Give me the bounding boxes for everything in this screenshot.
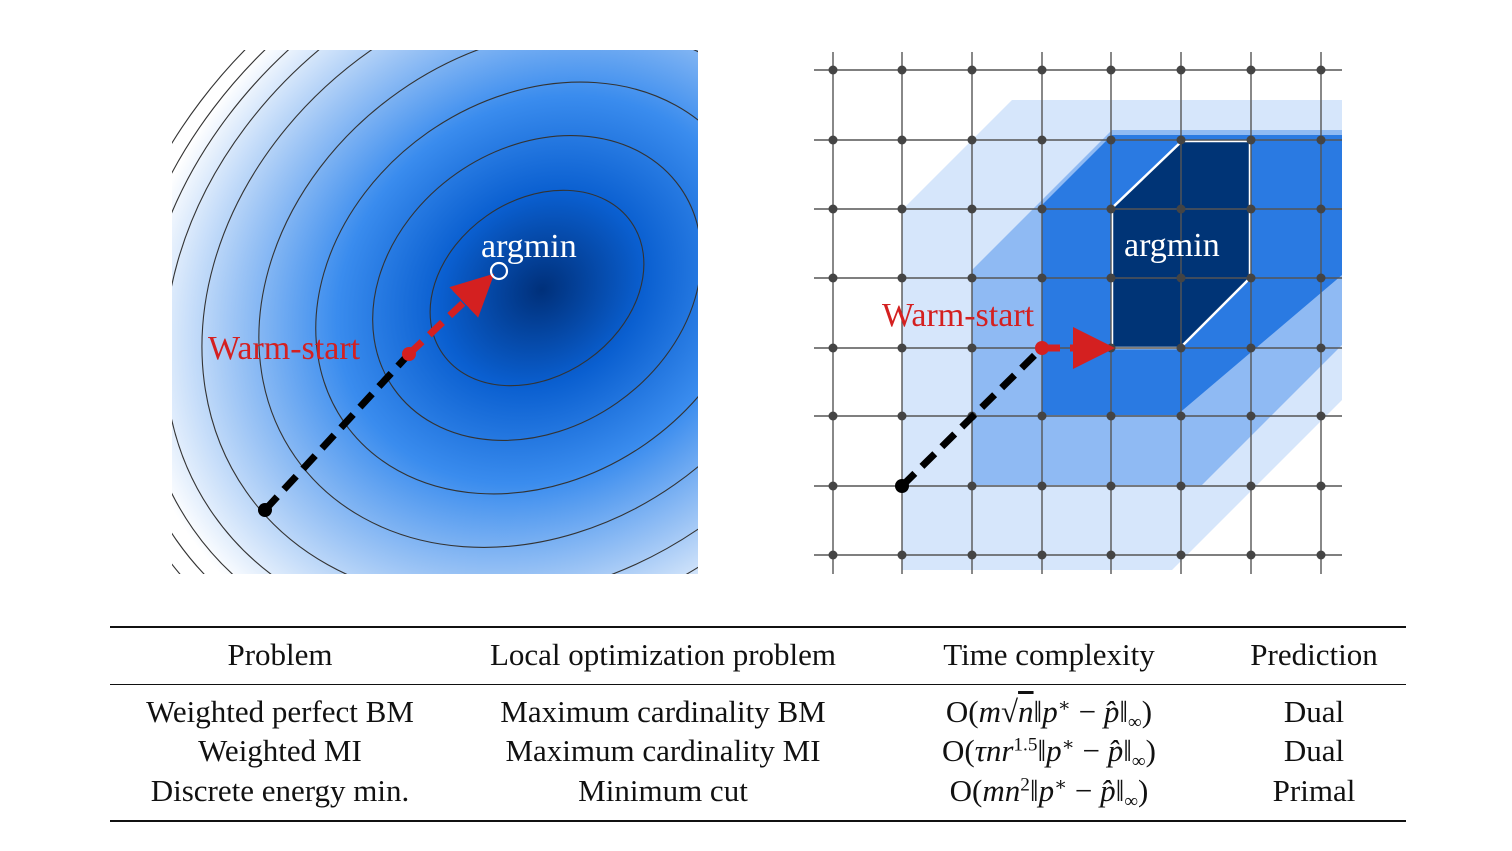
- lattice-node: [1037, 204, 1047, 214]
- lattice-node: [1246, 481, 1256, 491]
- cell-problem: Discrete energy min.: [150, 773, 410, 808]
- lattice-node: [1316, 273, 1326, 283]
- lattice-node: [1106, 135, 1116, 145]
- lattice-node: [967, 481, 977, 491]
- lattice-node: [1246, 343, 1256, 353]
- lattice-node: [1176, 135, 1186, 145]
- header-prediction: Prediction: [1250, 637, 1378, 672]
- landscape-background: [172, 50, 698, 574]
- argmin-label: argmin: [481, 228, 577, 265]
- lattice-node: [1246, 65, 1256, 75]
- lattice-node: [828, 343, 838, 353]
- argmin-label: argmin: [1124, 227, 1220, 264]
- cell-prediction: Dual: [1283, 733, 1345, 768]
- table-top-rule: [110, 626, 1406, 628]
- lattice-node: [1316, 343, 1326, 353]
- lattice-node: [1246, 135, 1256, 145]
- warmstart-arrow: [406, 273, 495, 357]
- cell-local: Maximum cardinality BM: [500, 694, 826, 729]
- lattice-node: [967, 273, 977, 283]
- lattice-node: [1037, 481, 1047, 491]
- lattice-node: [1176, 204, 1186, 214]
- lattice-node: [828, 273, 838, 283]
- lattice-node: [897, 550, 907, 560]
- warmstart-point: [402, 347, 416, 361]
- lattice-node: [897, 273, 907, 283]
- lattice-node: [1106, 411, 1116, 421]
- lattice-node: [1176, 65, 1186, 75]
- lattice-node: [1106, 65, 1116, 75]
- lattice-node: [1176, 343, 1186, 353]
- lattice-node: [828, 204, 838, 214]
- table-bottom-rule: [110, 820, 1406, 822]
- black-path-line: [262, 351, 412, 513]
- warmstart-label: Warm-start: [882, 297, 1035, 334]
- lattice-node: [828, 65, 838, 75]
- cell-problem: Weighted perfect BM: [146, 694, 414, 729]
- lattice-node: [1246, 550, 1256, 560]
- lattice-node: [897, 65, 907, 75]
- start-point: [258, 503, 272, 517]
- start-point: [895, 479, 909, 493]
- header-time-complexity: Time complexity: [943, 637, 1155, 672]
- warmstart-point: [1035, 341, 1049, 355]
- lattice-node: [1106, 550, 1116, 560]
- lattice-node: [828, 411, 838, 421]
- lattice-node: [1037, 65, 1047, 75]
- lattice-node: [1037, 135, 1047, 145]
- lattice-node: [897, 204, 907, 214]
- discrete-lattice-figure: argmin Warm-start: [814, 52, 1342, 574]
- argmin-point: [489, 261, 509, 281]
- header-problem: Problem: [227, 637, 333, 672]
- lattice-node: [967, 65, 977, 75]
- cell-prediction: Dual: [1283, 694, 1345, 729]
- lattice-node: [967, 135, 977, 145]
- black-path-line: [899, 345, 1045, 489]
- lattice-node: [967, 204, 977, 214]
- lattice-node: [897, 411, 907, 421]
- lattice-node: [1316, 204, 1326, 214]
- lattice-node: [897, 343, 907, 353]
- cell-problem: Weighted MI: [198, 733, 362, 768]
- lattice-node: [828, 481, 838, 491]
- lattice-node: [1106, 343, 1116, 353]
- lattice-node: [1246, 273, 1256, 283]
- contour-lines: [172, 50, 698, 574]
- table-header-rule: [110, 684, 1406, 685]
- lattice-node: [1316, 550, 1326, 560]
- cell-local: Maximum cardinality MI: [505, 733, 821, 768]
- lattice-node: [1316, 135, 1326, 145]
- lattice-node: [1316, 411, 1326, 421]
- header-local-optimization: Local optimization problem: [489, 637, 837, 672]
- cell-complexity: O(mn2‖p∗ − p̂‖∞): [949, 773, 1149, 812]
- continuous-landscape-figure: argmin Warm-start: [172, 50, 698, 574]
- lattice-node: [897, 135, 907, 145]
- lattice-node: [1176, 411, 1186, 421]
- warmstart-label: Warm-start: [208, 330, 361, 367]
- lattice-node: [828, 550, 838, 560]
- lattice-node: [1176, 481, 1186, 491]
- lattice-node: [1246, 204, 1256, 214]
- lattice-node: [967, 343, 977, 353]
- lattice-node: [1316, 481, 1326, 491]
- cell-local: Minimum cut: [578, 773, 748, 808]
- lattice-node: [828, 135, 838, 145]
- lattice-node: [967, 550, 977, 560]
- lattice-node: [1106, 481, 1116, 491]
- cell-complexity: O(m√n‖p∗ − p̂‖∞): [945, 694, 1153, 733]
- lattice-node: [1106, 273, 1116, 283]
- lattice-node: [1106, 204, 1116, 214]
- lattice-node: [1176, 273, 1186, 283]
- cell-complexity: O(τnr1.5‖p∗ − p̂‖∞): [942, 733, 1156, 772]
- lattice-node: [1316, 65, 1326, 75]
- lattice-node: [1037, 550, 1047, 560]
- cell-prediction: Primal: [1272, 773, 1356, 808]
- lattice-node: [1037, 273, 1047, 283]
- lattice-node: [1037, 411, 1047, 421]
- lattice-node: [1176, 550, 1186, 560]
- lattice-node: [1246, 411, 1256, 421]
